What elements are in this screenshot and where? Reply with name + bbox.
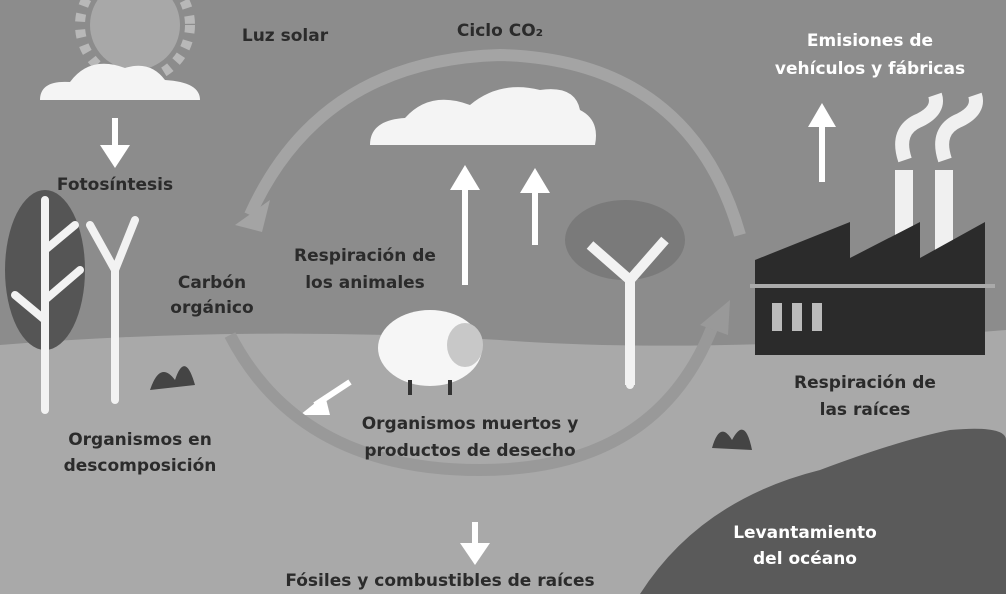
label: Luz solar xyxy=(242,26,329,46)
label: Fotosíntesis xyxy=(57,175,173,195)
tree-crown xyxy=(565,200,685,280)
carbon-cycle-diagram: Luz solar Ciclo CO₂ Emisiones devehículo… xyxy=(0,0,1006,594)
label: Fósiles y combustibles de raíces xyxy=(285,571,594,591)
label: Ciclo CO₂ xyxy=(457,21,543,41)
